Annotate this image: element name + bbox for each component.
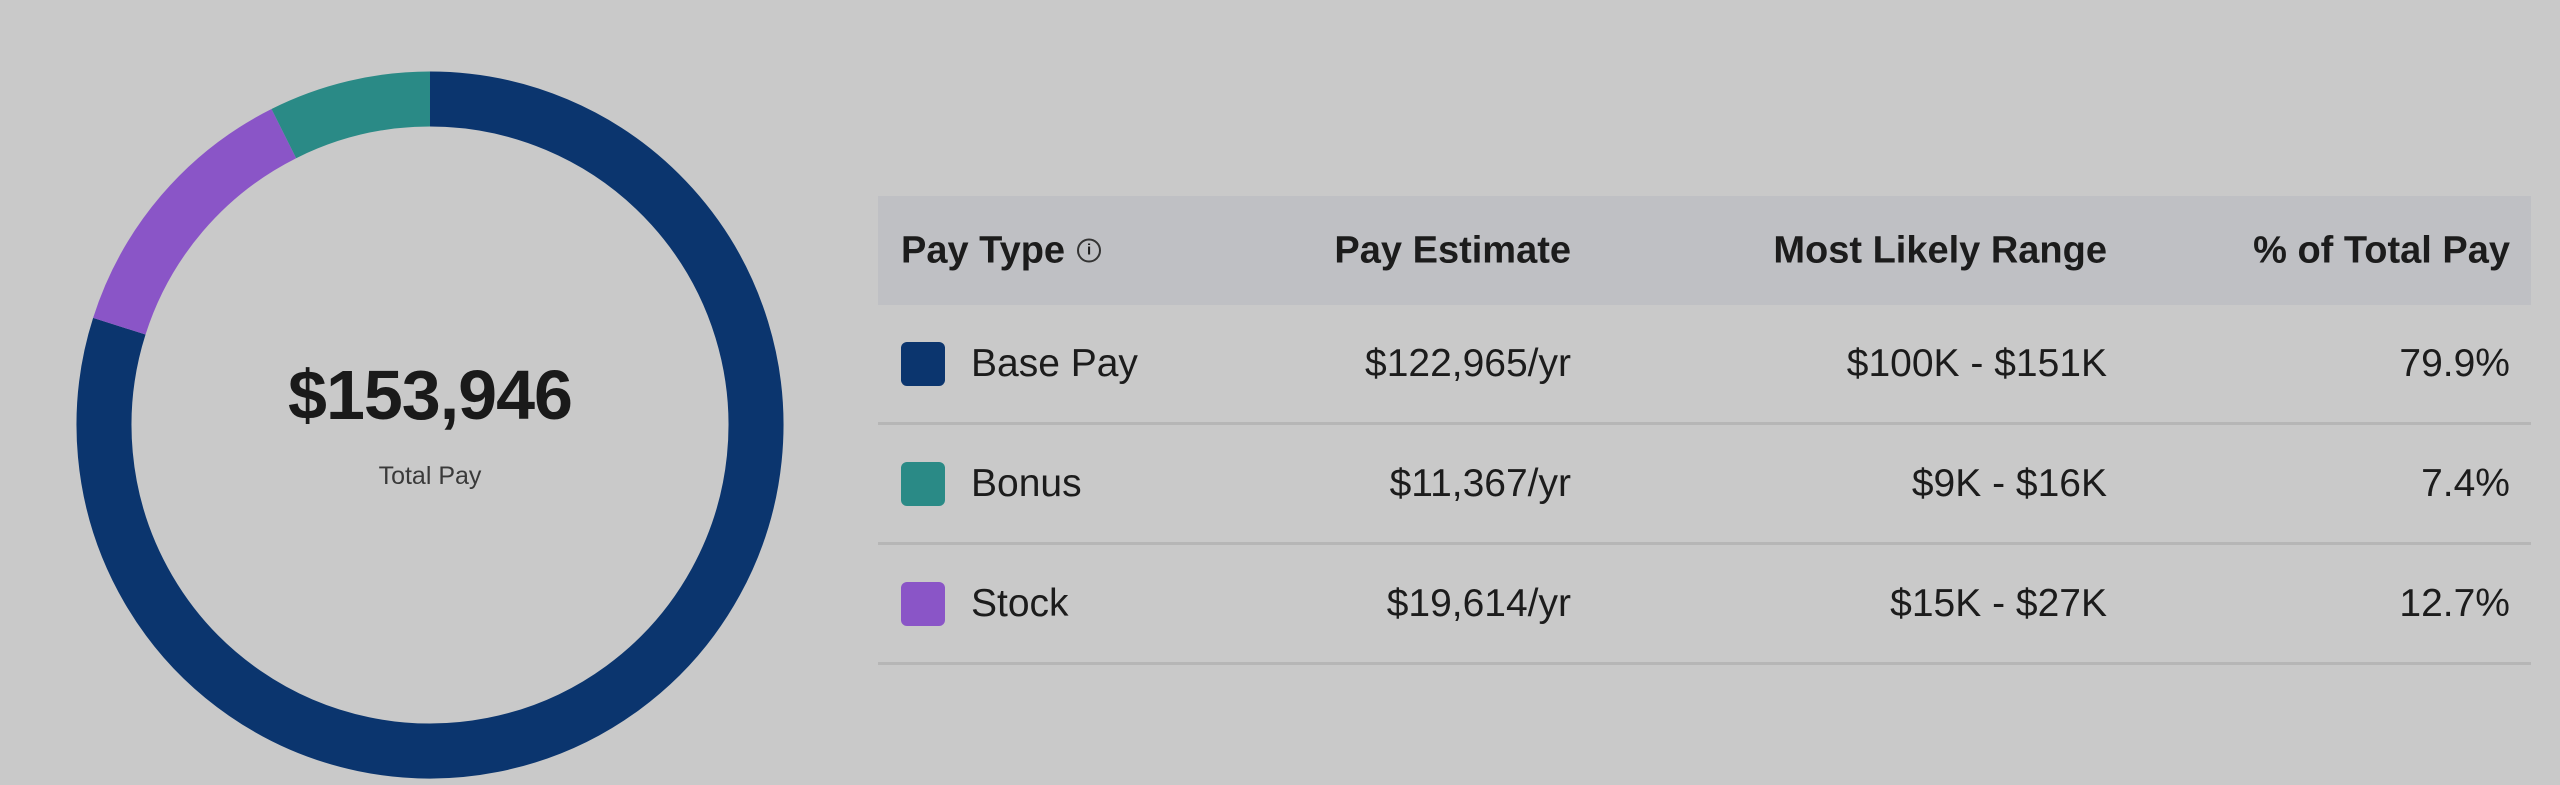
pay-type-label: Bonus	[971, 461, 1082, 505]
pay-type-cell: Base Pay	[901, 341, 1138, 386]
header-pay-type: Pay Type i	[901, 229, 1102, 272]
info-circle-icon[interactable]: i	[1077, 238, 1102, 263]
header-pay-estimate: Pay Estimate	[1334, 229, 1571, 271]
pay-estimate-cell: $122,965/yr	[1365, 341, 1571, 385]
pay-type-cell: Bonus	[901, 461, 1082, 506]
table-header: Pay Type i Pay Estimate Most Likely Range…	[878, 196, 2531, 305]
header-percent-total: % of Total Pay	[2253, 229, 2510, 271]
pay-estimate-cell: $19,614/yr	[1386, 581, 1571, 625]
range-cell: $15K - $27K	[1890, 581, 2107, 625]
legend-swatch	[901, 341, 945, 386]
pay-breakdown-table: Pay Type i Pay Estimate Most Likely Range…	[878, 196, 2531, 665]
total-pay-value: $153,946	[288, 356, 573, 434]
pay-type-label: Base Pay	[971, 341, 1138, 385]
percent-cell: 7.4%	[2421, 461, 2510, 505]
table-row: Bonus $11,367/yr $9K - $16K 7.4%	[878, 425, 2531, 545]
donut-slice-base-pay	[76, 71, 784, 779]
table-row: Base Pay $122,965/yr $100K - $151K 79.9%	[878, 305, 2531, 425]
legend-swatch	[901, 461, 945, 506]
pay-estimate-cell: $11,367/yr	[1389, 461, 1571, 505]
total-pay-donut-chart	[76, 71, 784, 779]
pay-type-label: Stock	[971, 581, 1069, 625]
legend-swatch	[901, 581, 945, 626]
donut-slice-bonus	[271, 71, 431, 159]
header-label: Pay Type	[901, 229, 1066, 271]
table-row: Stock $19,614/yr $15K - $27K 12.7%	[878, 545, 2531, 665]
range-cell: $9K - $16K	[1911, 461, 2107, 505]
percent-cell: 79.9%	[2399, 341, 2510, 385]
total-pay-label: Total Pay	[378, 462, 482, 490]
range-cell: $100K - $151K	[1846, 341, 2107, 385]
donut-slice-stock	[93, 109, 297, 335]
pay-type-cell: Stock	[901, 581, 1069, 626]
header-most-likely-range: Most Likely Range	[1773, 229, 2107, 271]
percent-cell: 12.7%	[2399, 581, 2510, 625]
